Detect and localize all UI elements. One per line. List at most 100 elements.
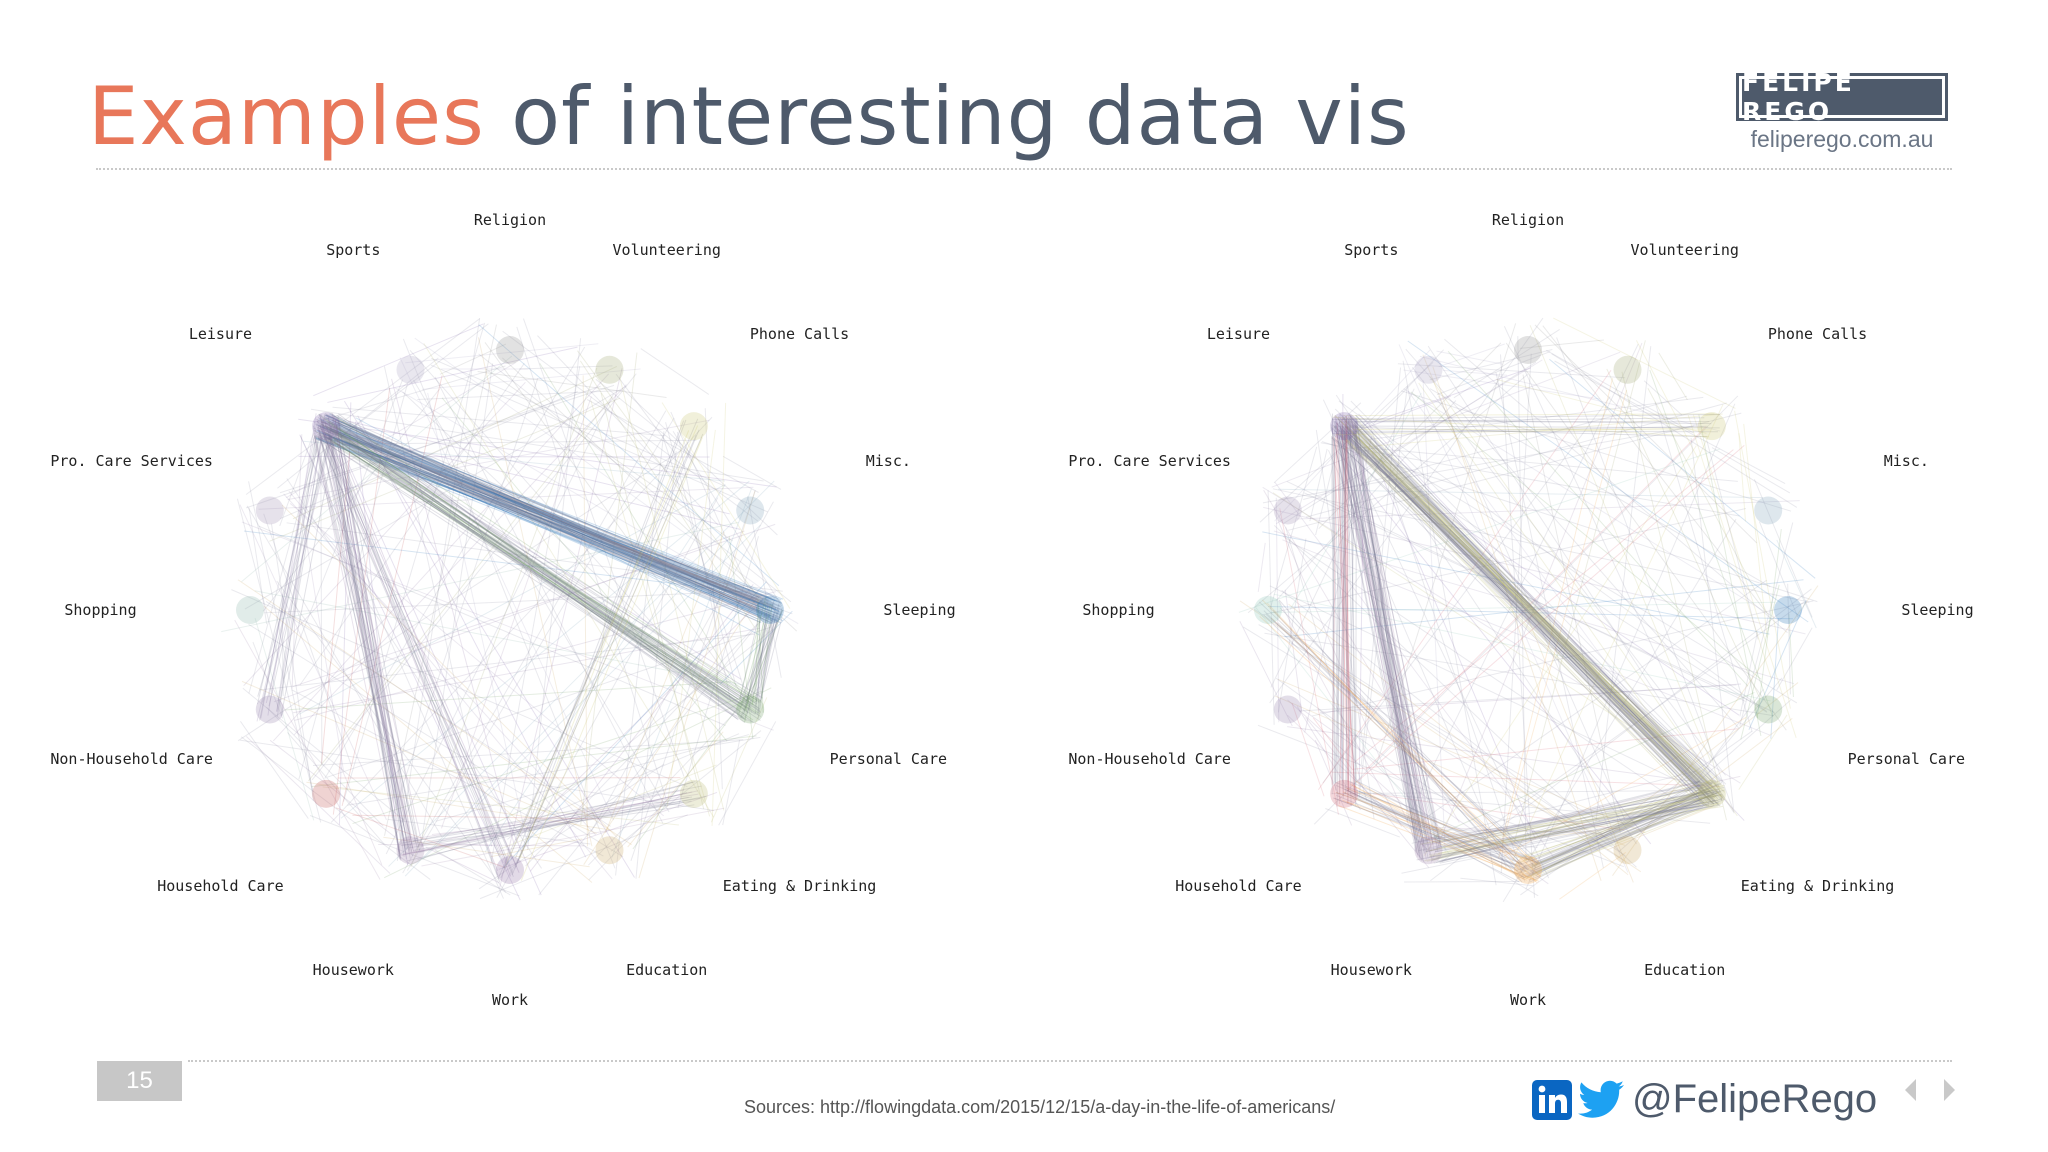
linkedin-icon[interactable] [1532, 1079, 1572, 1120]
flow-line [742, 607, 783, 715]
flow-line [1505, 342, 1787, 731]
flow-line [514, 419, 687, 869]
flow-line [1636, 717, 1793, 837]
flow-line [1337, 805, 1540, 882]
twitter-icon[interactable] [1578, 1080, 1626, 1120]
flow-line [1239, 621, 1293, 727]
flow-line [1259, 361, 1434, 523]
flow-line [1355, 421, 1357, 806]
flow-line [484, 484, 726, 853]
flow-line [1331, 424, 1336, 795]
flow-line [1441, 801, 1705, 861]
social-links: @FelipeRego [1532, 1077, 1877, 1122]
flow-line [1332, 436, 1432, 839]
flow-line [619, 377, 725, 811]
flow-line [245, 318, 480, 495]
flow-line [1711, 447, 1791, 494]
node-work [1514, 856, 1542, 884]
slide-title: Examples of interesting data vis [88, 62, 1410, 172]
flow-line [320, 419, 761, 710]
flow-line [538, 612, 768, 896]
flow-line [747, 496, 782, 678]
flow-line [1429, 375, 1738, 817]
flow-line [279, 384, 615, 494]
flow-line [331, 438, 767, 611]
flow-line [1334, 438, 1341, 784]
flow-housework-to-eating-drinking [1416, 780, 1725, 864]
flow-line [1350, 416, 1425, 862]
flow-line [1330, 424, 1417, 852]
flow-line [265, 417, 338, 704]
flow-line [1647, 387, 1769, 615]
flow-line [334, 430, 747, 721]
flow-eating-drinking-to-housework [400, 780, 707, 862]
node-label-eating-drinking: Eating & Drinking [722, 876, 877, 895]
flow-line [1262, 486, 1741, 784]
flow-line [314, 435, 750, 710]
flow-line [511, 433, 704, 876]
flow-line [1501, 378, 1614, 842]
flow-line [757, 617, 773, 704]
flow-line [331, 413, 405, 841]
flow-line [497, 435, 697, 880]
flow-line [739, 610, 784, 701]
flow-line [311, 735, 757, 788]
flow-line [321, 421, 758, 620]
flow-line [340, 766, 383, 865]
flow-line [314, 436, 776, 602]
flow-line [1351, 435, 1709, 785]
flow-line [611, 488, 752, 858]
flow-line [1529, 791, 1712, 863]
flow-line [1335, 430, 1719, 433]
flow-line [1342, 428, 1345, 789]
flow-line [499, 368, 623, 889]
flow-line [1356, 417, 1417, 853]
flow-line [1333, 438, 1344, 799]
flow-line [1330, 427, 1420, 857]
flow-line [1401, 831, 1602, 874]
flow-line [1533, 789, 1720, 867]
flow-line [500, 764, 717, 850]
flow-line [1354, 425, 1700, 788]
node-label-household-care: Household Care [1175, 876, 1302, 895]
flow-line [399, 357, 615, 821]
flow-line [1525, 403, 1736, 890]
flow-line [677, 536, 759, 809]
flow-line [1342, 799, 1531, 881]
flow-line [325, 420, 777, 620]
flow-line [328, 437, 741, 710]
flow-line [1738, 433, 1746, 522]
flow-line [739, 614, 760, 700]
flow-line [760, 613, 775, 698]
previous-slide-arrow[interactable] [1900, 1075, 1922, 1105]
flow-line [1348, 414, 1708, 795]
flow-line [1346, 801, 1528, 861]
flow-line [1345, 419, 1350, 792]
flow-line [325, 414, 761, 618]
flow-line [1433, 692, 1755, 838]
flow-line [324, 425, 760, 612]
flow-line [252, 641, 284, 719]
flow-line [1337, 418, 1705, 804]
flow-line [1334, 420, 1703, 802]
flow-line [478, 324, 780, 587]
flow-line [285, 362, 516, 499]
node-label-sleeping: Sleeping [883, 601, 956, 619]
flow-line [263, 513, 353, 767]
twitter-handle[interactable]: @FelipeRego [1632, 1077, 1878, 1121]
flow-line [1264, 632, 1775, 717]
flow-line [1531, 805, 1710, 866]
next-slide-arrow[interactable] [1938, 1075, 1960, 1105]
flow-line [1511, 404, 1724, 862]
flow-line [1556, 337, 1735, 813]
flow-line [1355, 780, 1527, 881]
flow-line [1420, 800, 1717, 845]
node-volunteering [595, 355, 624, 384]
flow-line [1373, 349, 1445, 424]
flow-line [1336, 418, 1441, 847]
flow-line [1529, 795, 1717, 881]
flow-line [298, 383, 409, 780]
flow-line [1523, 795, 1709, 862]
flow-line [1776, 539, 1817, 629]
flow-line [1337, 429, 1442, 848]
